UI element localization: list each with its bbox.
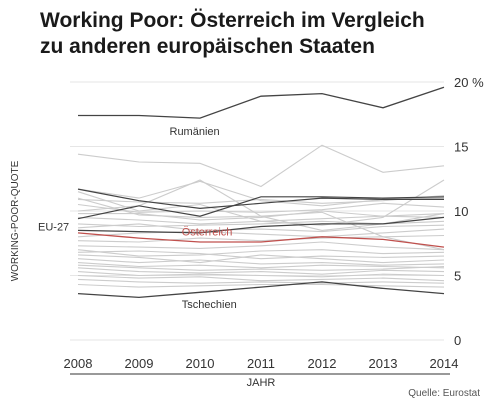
chart-title: Working Poor: Österreich im Vergleich zu…	[40, 8, 480, 60]
background-series-line-25	[77, 179, 445, 226]
background-series-line-1	[77, 144, 445, 188]
chart-title-line-2: zu anderen europäischen Staaten	[40, 35, 375, 58]
x-tick-label: 2013	[369, 356, 398, 371]
y-tick-label: 10	[454, 204, 468, 219]
series-line-eu-27	[77, 216, 445, 234]
series-label-eu-27: EU-27	[38, 221, 69, 233]
x-tick-label: 2012	[308, 356, 337, 371]
background-series-line-22	[77, 283, 445, 288]
y-tick-label: 0	[454, 333, 461, 348]
background-series-line-19	[77, 271, 445, 278]
y-tick-label: 15	[454, 140, 468, 155]
series-labels: Rumänien Österreich Tschechien EU-27	[38, 126, 237, 311]
background-series-line-20	[77, 274, 445, 282]
background-series-line-12	[77, 249, 445, 257]
x-axis-title: JAHR	[247, 377, 276, 389]
background-series-line-16	[77, 262, 445, 269]
x-tick-label: 2010	[186, 356, 215, 371]
background-series-line-24	[77, 197, 445, 251]
x-tick-label: 2011	[247, 356, 275, 371]
background-series-line-21	[77, 278, 445, 284]
axes: 0 5 10 15 20 % 2008 2009 2010 2011 2012 2013 2014 JA…	[10, 75, 484, 389]
x-tick-label: 2008	[64, 356, 93, 371]
background-series-line-14	[77, 254, 445, 264]
dark-series-line-1	[77, 196, 445, 220]
series-label-tschechien: Tschechien	[182, 299, 237, 311]
background-series-line-18	[77, 267, 445, 275]
series-line--sterreich	[77, 232, 445, 248]
source-note: Quelle: Eurostat	[408, 388, 480, 399]
x-tick-label: 2009	[125, 356, 154, 371]
x-tick-label: 2014	[430, 356, 459, 371]
background-series	[77, 144, 445, 288]
y-tick-label: 5	[454, 269, 461, 284]
background-series-line-17	[77, 264, 445, 271]
background-series-line-10	[77, 234, 445, 243]
series-line-tschechien	[77, 281, 445, 299]
y-axis-title: WORKING-POOR-QUOTE	[10, 160, 21, 281]
series-line-rum-nien	[78, 86, 445, 119]
series-label-rum-nien: Rumänien	[170, 126, 220, 138]
chart-title-line-1: Working Poor: Österreich im Vergleich	[40, 9, 425, 32]
background-series-line-11	[77, 241, 445, 251]
background-series-line-13	[77, 250, 445, 260]
background-series-line-4	[77, 202, 445, 213]
background-series-line-9	[77, 228, 445, 238]
dark-series-line-2	[77, 188, 444, 210]
background-series-line-15	[77, 258, 445, 266]
series-label--sterreich: Österreich	[182, 227, 233, 239]
highlighted-series	[77, 86, 445, 299]
y-tick-label: 20 %	[454, 75, 484, 90]
background-series-line-8	[77, 223, 445, 233]
background-series-line-3	[77, 194, 445, 204]
